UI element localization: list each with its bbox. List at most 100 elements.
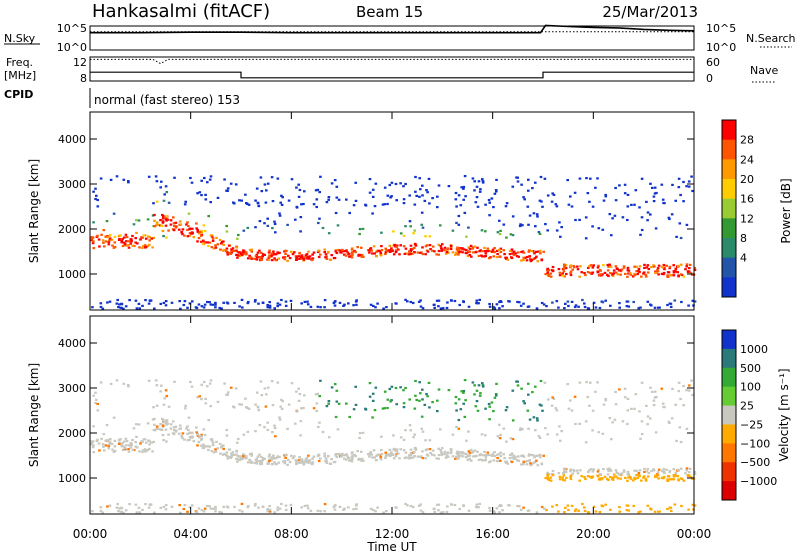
power-echo	[646, 271, 650, 274]
power-echo	[473, 189, 476, 192]
velocity-echo	[643, 467, 646, 470]
velocity-echo	[201, 446, 205, 449]
velocity-echo	[183, 407, 187, 410]
velocity-echo	[263, 457, 266, 460]
velocity-echo	[295, 462, 298, 465]
power-echo	[629, 273, 633, 276]
velocity-echo	[462, 402, 465, 405]
power-echo	[468, 250, 472, 253]
velocity-echo	[467, 430, 470, 433]
velocity-echo	[197, 441, 201, 444]
power-echo	[650, 304, 653, 307]
velocity-echo	[371, 416, 374, 419]
velocity-echo	[115, 379, 119, 382]
x-tick-label-5: 20:00	[576, 527, 611, 541]
velocity-echo	[371, 456, 374, 459]
velocity-echo	[218, 442, 222, 446]
velocity-echo	[371, 392, 375, 395]
power-echo	[288, 257, 292, 260]
power-echo	[618, 184, 621, 187]
power-echo	[165, 215, 169, 218]
velocity-echo	[96, 402, 99, 406]
power-echo	[311, 253, 314, 256]
power-echo	[350, 256, 354, 259]
power-echo	[200, 194, 203, 197]
velocity-echo	[626, 479, 629, 482]
velocity-echo	[597, 431, 601, 434]
power-echo	[181, 233, 184, 236]
velocity-echo	[254, 503, 257, 506]
velocity-echo	[460, 390, 463, 393]
velocity-echo	[402, 389, 405, 392]
power-echo	[214, 244, 217, 247]
velocity-echo	[571, 472, 574, 475]
velocity-colorbar-tick-2: 100	[740, 381, 761, 394]
velocity-echo	[417, 504, 421, 507]
velocity-echo	[645, 470, 649, 473]
power-colorbar-frame	[721, 119, 737, 298]
velocity-echo	[388, 453, 391, 456]
velocity-echo	[677, 390, 681, 393]
power-echo	[517, 251, 520, 254]
power-echo	[276, 302, 280, 305]
power-echo	[347, 253, 351, 256]
power-echo	[214, 303, 217, 306]
power-echo	[586, 271, 590, 274]
power-echo	[498, 307, 501, 310]
velocity-echo	[514, 456, 517, 459]
velocity-echo	[323, 510, 326, 513]
velocity-echo	[535, 511, 539, 514]
power-echo	[373, 252, 377, 255]
velocity-echo	[533, 456, 536, 459]
velocity-echo	[634, 393, 638, 396]
velocity-echo	[125, 448, 128, 451]
power-echo	[261, 255, 264, 258]
velocity-echo	[498, 511, 501, 514]
velocity-echo	[383, 407, 386, 410]
power-echo	[197, 303, 201, 306]
power-echo	[330, 254, 333, 257]
power-echo	[526, 205, 530, 208]
velocity-echo	[169, 423, 173, 426]
velocity-echo	[270, 380, 274, 383]
velocity-echo	[508, 457, 512, 460]
velocity-echo	[233, 406, 236, 409]
power-echo	[106, 235, 110, 238]
power-echo	[230, 248, 233, 251]
power-echo	[237, 254, 240, 257]
velocity-echo	[693, 472, 697, 476]
velocity-echo	[455, 455, 458, 458]
x-tick-label-0: 00:00	[73, 527, 108, 541]
velocity-echo	[317, 459, 321, 463]
power-echo	[484, 203, 487, 206]
velocity-echo	[220, 445, 224, 448]
velocity-echo	[214, 507, 217, 510]
power-echo	[306, 255, 310, 258]
velocity-echo	[688, 471, 691, 474]
velocity-echo	[392, 457, 396, 460]
velocity-echo	[589, 468, 593, 471]
velocity-echo	[411, 505, 415, 509]
power-echo	[486, 247, 490, 250]
power-echo	[487, 198, 491, 202]
power-echo	[415, 194, 418, 197]
velocity-echo	[215, 440, 218, 443]
power-echo	[591, 225, 594, 228]
velocity-echo	[260, 462, 263, 465]
velocity-echo	[547, 478, 551, 481]
velocity-echo	[663, 472, 666, 475]
velocity-echo	[297, 387, 300, 390]
power-echo	[109, 233, 112, 237]
velocity-echo	[522, 460, 525, 463]
power-echo	[431, 249, 434, 252]
velocity-echo	[466, 458, 470, 462]
power-echo	[429, 248, 432, 251]
velocity-echo	[282, 460, 285, 463]
velocity-echo	[661, 470, 665, 473]
velocity-echo	[404, 386, 407, 390]
power-echo	[586, 192, 590, 195]
power-echo	[526, 255, 529, 259]
power-echo	[146, 218, 150, 221]
power-echo	[268, 306, 272, 309]
